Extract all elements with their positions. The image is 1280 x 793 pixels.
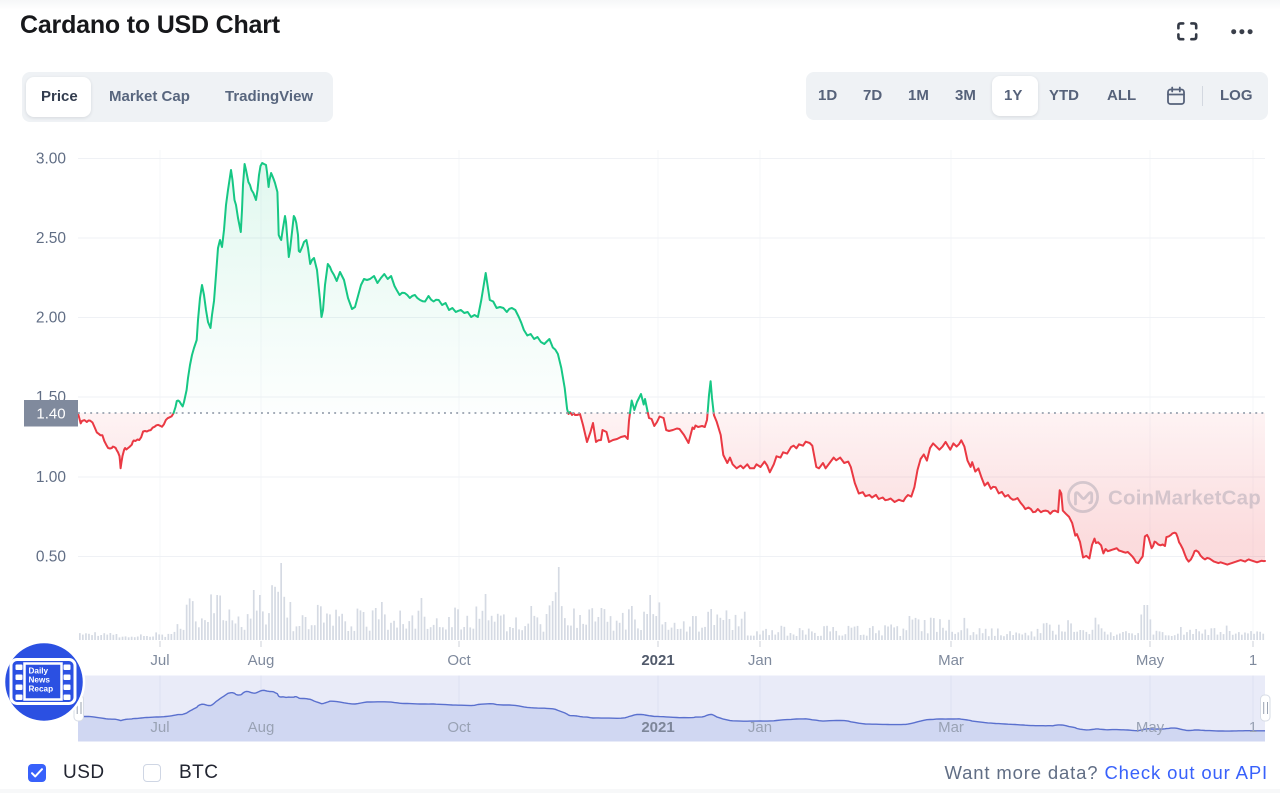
svg-text:Oct: Oct xyxy=(447,719,471,736)
svg-text:0.50: 0.50 xyxy=(36,549,67,566)
svg-text:1.40: 1.40 xyxy=(36,406,65,423)
svg-text:News: News xyxy=(29,676,51,685)
svg-text:Aug: Aug xyxy=(248,652,275,669)
svg-text:May: May xyxy=(1136,652,1165,669)
svg-text:Mar: Mar xyxy=(938,652,964,669)
svg-text:Mar: Mar xyxy=(938,719,964,736)
svg-text:Oct: Oct xyxy=(447,652,471,669)
svg-text:1: 1 xyxy=(1249,652,1257,669)
svg-text:1: 1 xyxy=(1249,719,1257,736)
svg-text:3.00: 3.00 xyxy=(36,151,67,168)
svg-text:2.50: 2.50 xyxy=(36,230,67,247)
svg-text:Daily: Daily xyxy=(29,667,49,676)
svg-text:Jan: Jan xyxy=(748,652,772,669)
svg-text:Recap: Recap xyxy=(29,685,54,694)
svg-text:May: May xyxy=(1136,719,1165,736)
svg-text:Aug: Aug xyxy=(248,719,275,736)
svg-text:Jul: Jul xyxy=(150,652,169,669)
svg-text:Jul: Jul xyxy=(150,719,169,736)
svg-text:2021: 2021 xyxy=(641,652,674,669)
svg-text:CoinMarketCap: CoinMarketCap xyxy=(1108,487,1261,510)
svg-text:1.00: 1.00 xyxy=(36,469,67,486)
svg-text:2021: 2021 xyxy=(641,719,674,736)
svg-text:Jan: Jan xyxy=(748,719,772,736)
svg-text:2.00: 2.00 xyxy=(36,310,67,327)
